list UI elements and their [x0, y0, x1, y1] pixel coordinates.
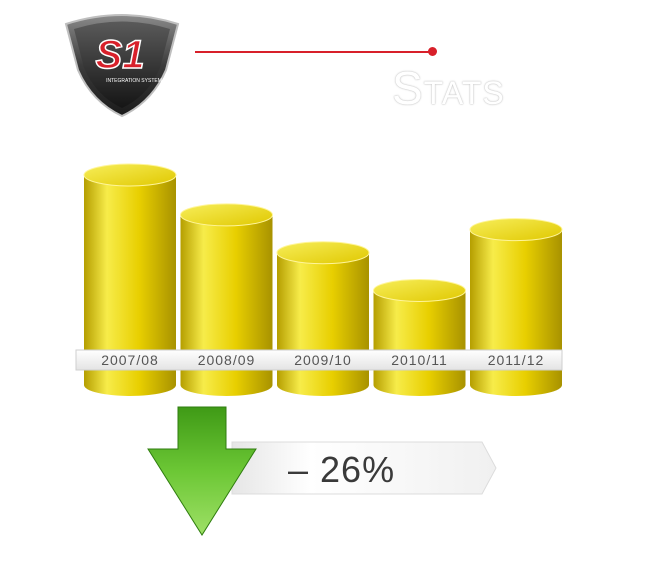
bar-top [373, 279, 466, 302]
bar-top [180, 203, 273, 227]
s1-logo: S1 INTEGRATION SYSTEM [64, 14, 180, 118]
logo-subtext: INTEGRATION SYSTEM [106, 78, 162, 84]
logo-text: S1 [96, 33, 145, 77]
bar-body [373, 290, 466, 396]
tick-label: 2011/12 [488, 352, 545, 368]
bar-chart: 2007/08 2008/09 2009/10 2010/11 2011/12 [75, 163, 563, 396]
bar-top [469, 218, 563, 242]
bar-body [84, 175, 176, 396]
bar-top [276, 241, 370, 265]
tick-label: 2009/10 [294, 352, 352, 368]
bar-2010-11 [373, 279, 466, 396]
tick-label: 2007/08 [101, 352, 159, 368]
tick-label: 2010/11 [391, 352, 448, 368]
header-dot [428, 47, 437, 56]
header-line [195, 51, 431, 53]
bar-body [277, 252, 369, 396]
tick-label: 2008/09 [198, 352, 256, 368]
page-title: Stats [392, 62, 505, 114]
category-band [75, 349, 563, 371]
change-value: – 26% [288, 449, 396, 490]
down-arrow-icon [147, 406, 257, 536]
bar-2007-08 [83, 163, 177, 396]
change-indicator [147, 406, 497, 536]
bar-body [470, 229, 562, 396]
bar-top [83, 163, 177, 187]
bar-2009-10 [276, 241, 370, 396]
